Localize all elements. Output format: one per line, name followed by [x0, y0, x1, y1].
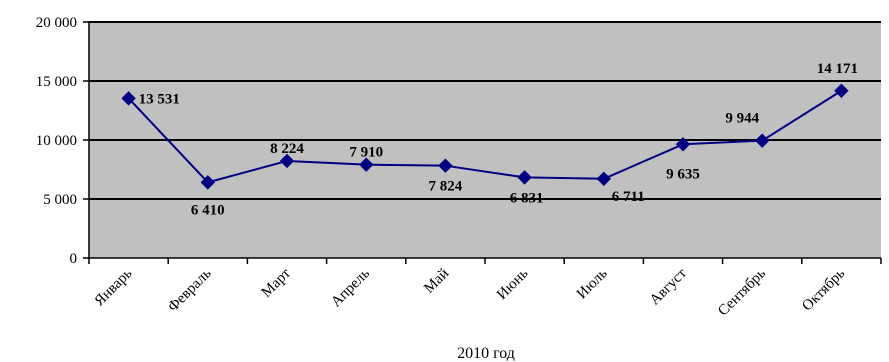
- series-markers: [121, 83, 849, 190]
- data-label: 6 711: [612, 189, 645, 205]
- x-tick-label: Август: [647, 265, 690, 308]
- data-point-marker: [200, 175, 216, 190]
- x-tick-label: Март: [259, 265, 295, 301]
- data-label: 14 171: [817, 61, 858, 77]
- x-tick-label: Январь: [92, 265, 136, 309]
- y-tick-label: 20 000: [36, 15, 77, 31]
- x-tick-label: Июль: [574, 265, 611, 302]
- y-tick-label: 5 000: [43, 192, 77, 208]
- x-tick-label: Октябрь: [799, 265, 848, 314]
- data-point-marker: [438, 158, 453, 173]
- x-tick-label: Сентябрь: [715, 265, 769, 319]
- data-point-marker: [517, 170, 532, 185]
- axes: [83, 21, 882, 264]
- data-point-marker: [121, 91, 136, 106]
- x-tick-labels: Январь Февраль Март Апрель Май Июнь Июль Август…: [92, 265, 849, 319]
- grid-lines: [89, 21, 881, 200]
- x-tick-label: Февраль: [165, 265, 215, 315]
- data-point-marker: [675, 137, 691, 152]
- x-tick-label: Май: [421, 266, 452, 297]
- x-tick-label: Апрель: [328, 265, 373, 310]
- data-label: 6 410: [191, 202, 225, 218]
- data-label: 13 531: [139, 91, 180, 107]
- data-point-marker: [358, 157, 374, 172]
- y-tick-label: 0: [70, 251, 78, 267]
- y-tick-label: 15 000: [36, 74, 77, 90]
- x-axis-title: 2010 год: [457, 345, 515, 362]
- y-tick-labels: 0 5 000 10 000 15 000 20 000: [36, 15, 77, 267]
- data-point-marker: [754, 133, 770, 148]
- series-line-path: [127, 89, 842, 184]
- series-line: [127, 89, 842, 184]
- data-point-marker: [596, 171, 612, 187]
- data-label: 7 824: [429, 179, 463, 195]
- y-tick-label: 10 000: [36, 133, 77, 149]
- data-point-marker: [834, 83, 849, 98]
- data-label: 9 944: [725, 111, 759, 127]
- data-label: 9 635: [666, 166, 700, 182]
- data-label: 6 831: [510, 190, 544, 206]
- data-labels: 13 531 6 410 8 224 7 910 7 824 6 831 6 711 9 63…: [139, 61, 858, 219]
- data-label: 7 910: [349, 145, 383, 161]
- data-point-marker: [279, 153, 295, 169]
- x-tick-label: Июнь: [494, 265, 532, 303]
- data-label: 8 224: [270, 141, 304, 157]
